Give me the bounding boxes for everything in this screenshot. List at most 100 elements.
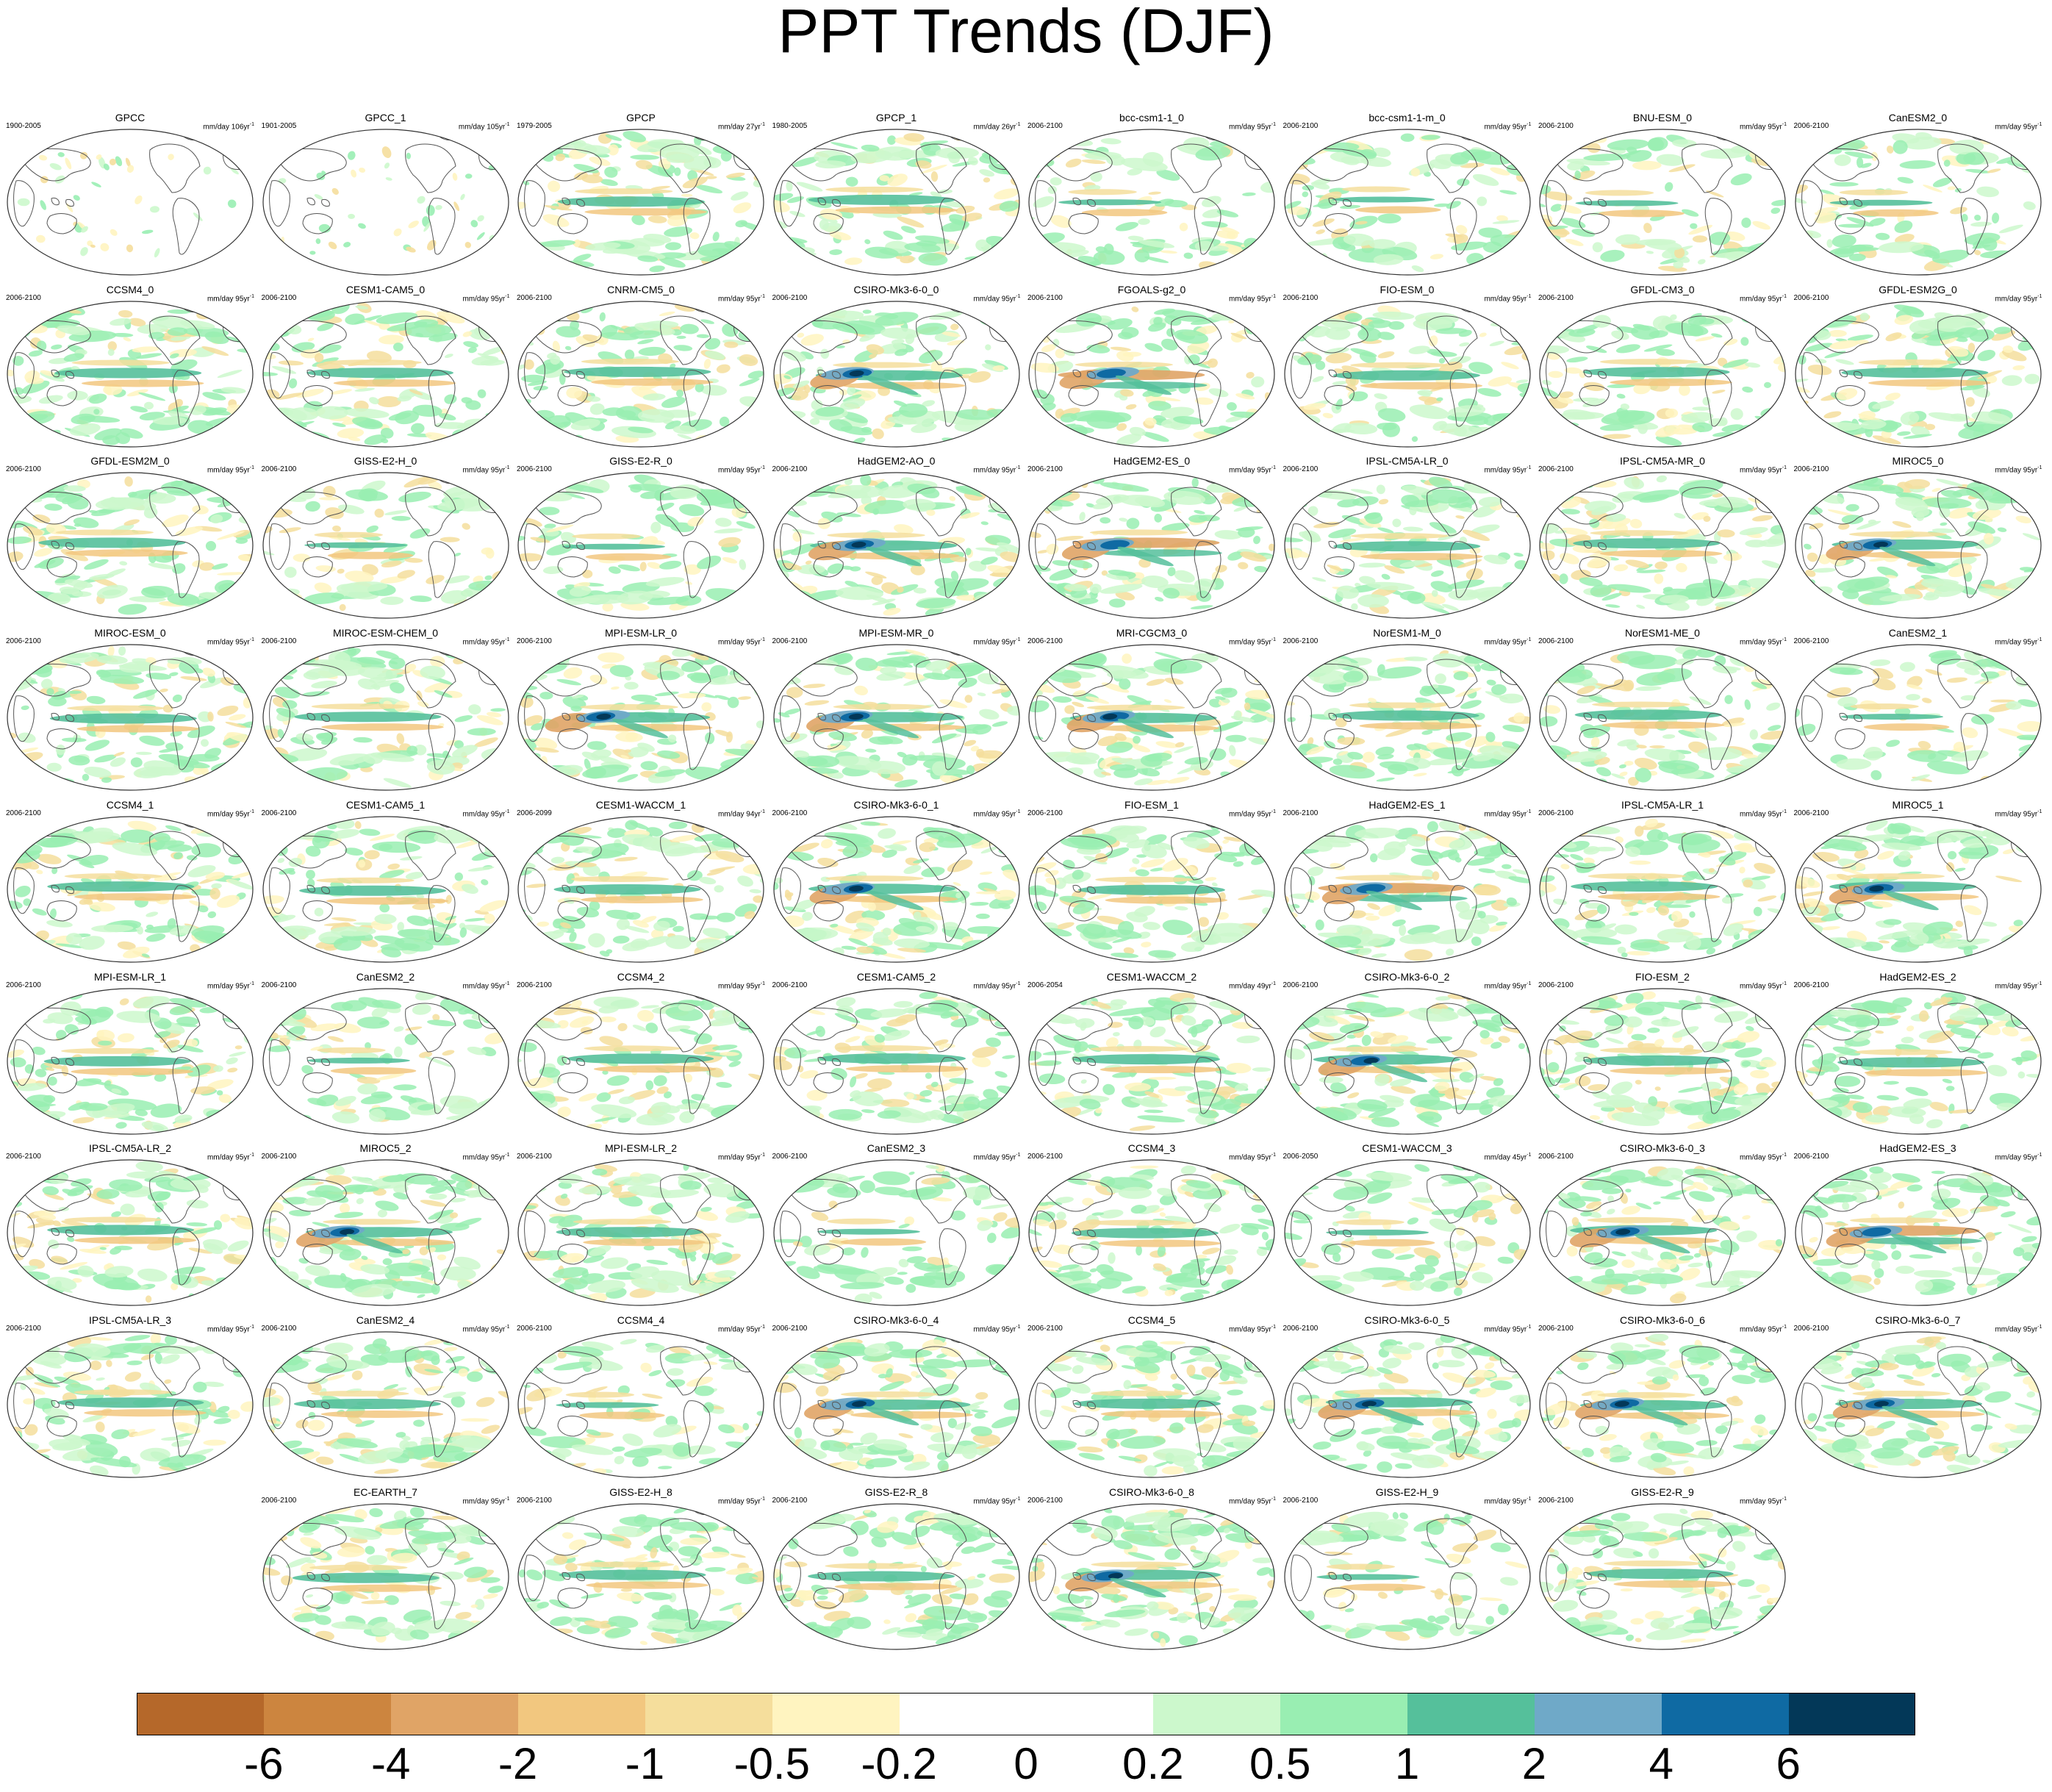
world-map — [262, 471, 510, 620]
units-exponent: -1 — [1782, 294, 1787, 299]
units-exponent: -1 — [761, 1497, 765, 1502]
units-exponent: -1 — [761, 1153, 765, 1158]
colorbar-segment — [1661, 1693, 1788, 1735]
world-map — [517, 987, 765, 1136]
units-exponent: -1 — [250, 637, 254, 642]
units-exponent: -1 — [2037, 981, 2042, 986]
units-exponent: -1 — [1016, 1497, 1020, 1502]
colorbar-segment — [1534, 1693, 1661, 1735]
world-map — [6, 1158, 254, 1307]
world-map — [262, 1330, 510, 1479]
colorbar-segment — [391, 1693, 518, 1735]
units-exponent: -1 — [1527, 465, 1531, 470]
world-map — [6, 643, 254, 792]
units-exponent: -1 — [1271, 1325, 1276, 1330]
colorbar-tick-label: 6 — [1776, 1741, 1800, 1788]
world-map — [1538, 643, 1787, 792]
world-map — [1027, 471, 1276, 620]
colorbar-segment — [1280, 1693, 1407, 1735]
world-map — [1794, 1330, 2042, 1479]
units-exponent: -1 — [1782, 809, 1787, 814]
world-map — [1283, 815, 1532, 964]
world-map — [262, 1158, 510, 1307]
colorbar-tick-label: 0 — [1014, 1741, 1038, 1788]
units-exponent: -1 — [1527, 294, 1531, 299]
world-map — [1538, 987, 1787, 1136]
units-exponent: -1 — [1016, 809, 1020, 814]
world-map — [1538, 815, 1787, 964]
world-map — [1538, 300, 1787, 448]
world-map — [1538, 1158, 1787, 1307]
colorbar-tick-label: 2 — [1522, 1741, 1546, 1788]
units-exponent: -1 — [2037, 294, 2042, 299]
units-exponent: -1 — [1527, 1497, 1531, 1502]
world-map — [1027, 1330, 1276, 1479]
world-map — [1027, 643, 1276, 792]
colorbar-tick-label: -0.5 — [734, 1741, 810, 1788]
units-exponent: -1 — [761, 981, 765, 986]
world-map — [262, 815, 510, 964]
units-exponent: -1 — [505, 1325, 509, 1330]
units-exponent: -1 — [1271, 1497, 1276, 1502]
units-exponent: -1 — [250, 809, 254, 814]
units-exponent: -1 — [250, 294, 254, 299]
units-exponent: -1 — [1527, 1153, 1531, 1158]
world-map — [1027, 1158, 1276, 1307]
world-map — [517, 1330, 765, 1479]
world-map — [1538, 1330, 1787, 1479]
units-exponent: -1 — [505, 981, 509, 986]
units-exponent: -1 — [1271, 637, 1276, 642]
units-exponent: -1 — [1782, 637, 1787, 642]
world-map — [1794, 815, 2042, 964]
units-exponent: -1 — [1016, 1325, 1020, 1330]
units-exponent: -1 — [1782, 1325, 1787, 1330]
units-exponent: -1 — [1016, 465, 1020, 470]
colorbar-tick-label: -6 — [244, 1741, 283, 1788]
colorbar-segment — [1407, 1693, 1535, 1735]
units-exponent: -1 — [1527, 122, 1531, 127]
world-map — [6, 471, 254, 620]
colorbar-tick-label: -4 — [371, 1741, 410, 1788]
units-exponent: -1 — [1527, 809, 1531, 814]
units-exponent: -1 — [1016, 637, 1020, 642]
world-map — [1027, 1502, 1276, 1651]
world-map — [1283, 1502, 1532, 1651]
colorbar-segment — [1026, 1693, 1153, 1735]
world-map — [1794, 128, 2042, 276]
units-exponent: -1 — [2037, 809, 2042, 814]
world-map — [1538, 1502, 1787, 1651]
world-map — [1027, 128, 1276, 276]
